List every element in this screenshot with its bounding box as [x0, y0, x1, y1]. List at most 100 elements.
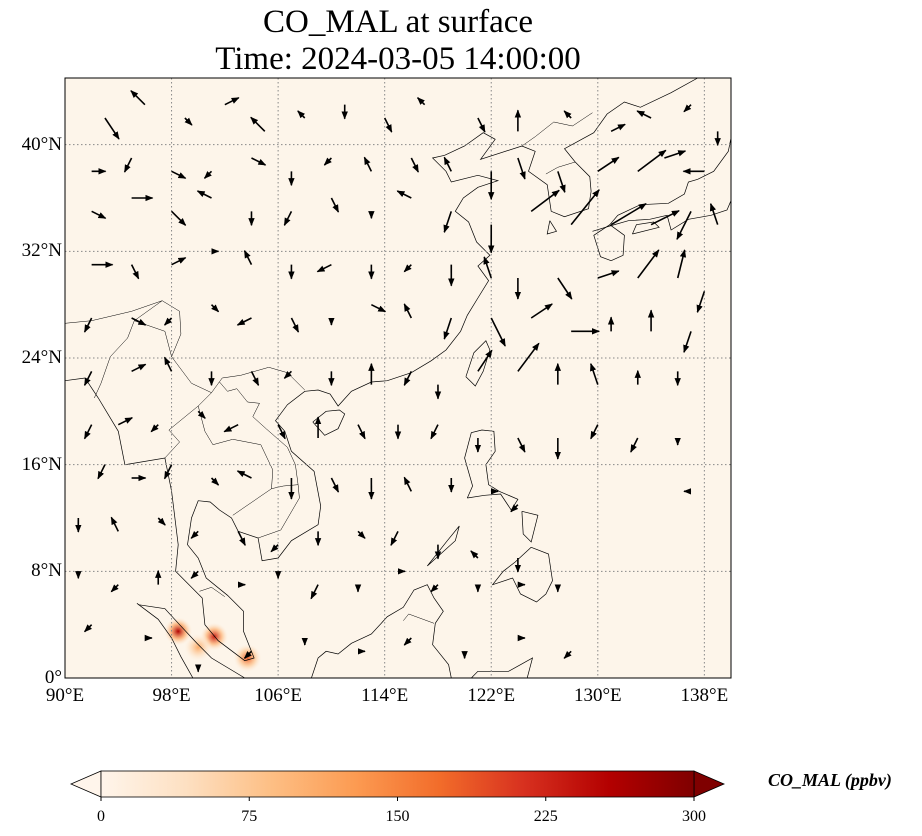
- wind-arrow: [224, 96, 240, 106]
- wind-arrow: [243, 249, 253, 266]
- wind-arrow: [517, 437, 526, 453]
- wind-arrow: [477, 349, 493, 372]
- wind-arrow: [163, 356, 173, 372]
- wind-arrow: [123, 157, 133, 173]
- wind-arrow: [310, 584, 319, 600]
- wind-arrow: [210, 304, 220, 313]
- wind-arrow: [530, 189, 560, 212]
- wind-arrow: [91, 210, 107, 220]
- wind-arrow: [170, 210, 187, 226]
- wind-arrow: [190, 570, 199, 579]
- country-border: [197, 405, 274, 516]
- wind-arrow: [197, 410, 206, 419]
- wind-arrow: [403, 370, 413, 387]
- wind-arrow: [236, 470, 252, 479]
- wind-arrow: [196, 190, 212, 199]
- wind-arrow: [277, 424, 286, 440]
- wind-arrow: [383, 117, 393, 133]
- country-border: [521, 112, 593, 147]
- wind-arrow: [403, 637, 412, 646]
- y-tick-label: 16°N: [21, 453, 62, 475]
- wind-arrow: [443, 156, 452, 172]
- co-hotspot: [233, 644, 262, 672]
- wind-arrow: [563, 110, 572, 119]
- colorbar-tick-label: 150: [385, 808, 410, 825]
- coastline: [521, 510, 539, 543]
- wind-arrow: [683, 104, 692, 113]
- y-tick-label: 24°N: [21, 347, 62, 368]
- wind-arrow: [171, 170, 187, 180]
- coastline: [491, 546, 553, 603]
- wind-arrow: [403, 264, 412, 273]
- wind-arrow: [443, 211, 453, 234]
- wind-arrow: [590, 424, 599, 440]
- wind-arrow: [664, 150, 687, 159]
- wind-arrow: [597, 156, 620, 172]
- wind-arrow: [530, 303, 553, 319]
- coastline: [471, 657, 534, 678]
- wind-arrow: [131, 363, 147, 373]
- wind-arrow: [237, 530, 246, 547]
- wind-arrow: [283, 210, 293, 227]
- wind-arrow: [83, 317, 93, 333]
- wind-arrow: [630, 437, 639, 453]
- x-tick-label: 122°E: [467, 685, 516, 706]
- y-tick-label: 40°N: [21, 133, 62, 155]
- wind-arrow: [330, 477, 340, 493]
- wind-arrow: [637, 149, 667, 172]
- wind-arrow: [510, 504, 519, 513]
- wind-arrow: [676, 210, 692, 241]
- wind-arrow: [130, 264, 140, 280]
- colorbar-label: CO_MAL (ppbv): [768, 770, 892, 790]
- colorbar-tick-label: 300: [682, 808, 706, 825]
- map-background: [65, 78, 731, 678]
- wind-arrow: [330, 197, 340, 213]
- x-tick-label: 98°E: [152, 685, 191, 706]
- wind-arrow: [316, 263, 332, 273]
- wind-arrow: [696, 291, 706, 314]
- wind-arrow: [563, 650, 572, 659]
- country-border: [65, 300, 305, 394]
- wind-arrow: [557, 171, 566, 194]
- x-tick-label: 106°E: [254, 685, 302, 706]
- wind-arrow: [590, 362, 599, 385]
- x-tick-label: 114°E: [361, 685, 409, 706]
- coastline: [592, 200, 731, 232]
- coastline: [312, 409, 346, 436]
- wind-arrow: [570, 189, 600, 226]
- wind-arrow: [477, 117, 486, 133]
- wind-arrow: [357, 530, 366, 539]
- wind-arrow: [610, 123, 626, 133]
- wind-arrow: [157, 517, 166, 526]
- coastline: [609, 137, 731, 225]
- wind-arrow: [430, 424, 439, 440]
- wind-arrow: [483, 256, 492, 279]
- wind-arrow: [323, 157, 332, 166]
- wind-arrow: [250, 116, 266, 132]
- coastline: [632, 221, 660, 235]
- wind-arrow: [297, 110, 306, 119]
- wind-arrow: [371, 303, 387, 313]
- wind-arrow: [236, 317, 252, 326]
- wind-arrow: [443, 317, 453, 340]
- wind-arrow: [270, 544, 279, 553]
- wind-arrow: [363, 156, 373, 172]
- wind-arrow: [104, 117, 120, 140]
- co-hotspot: [184, 633, 213, 662]
- y-tick-label: 8°N: [31, 560, 62, 582]
- wind-arrow: [150, 424, 159, 433]
- y-tick-label: 0°: [44, 667, 62, 688]
- wind-arrow: [130, 90, 146, 106]
- y-tick-label: 32°N: [21, 240, 62, 262]
- x-tick-label: 130°E: [573, 685, 622, 706]
- wind-arrow: [283, 370, 293, 379]
- wind-arrow: [417, 97, 426, 106]
- wind-arrow: [83, 370, 93, 387]
- wind-arrow: [610, 203, 647, 226]
- wind-arrow: [131, 317, 147, 326]
- coastline: [546, 220, 558, 235]
- wind-arrow: [110, 516, 119, 532]
- wind-arrow: [250, 370, 260, 387]
- wind-arrow: [83, 424, 93, 440]
